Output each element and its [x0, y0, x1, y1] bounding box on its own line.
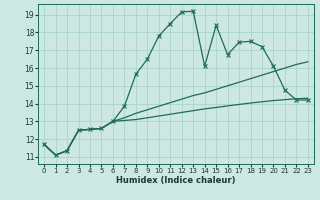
X-axis label: Humidex (Indice chaleur): Humidex (Indice chaleur): [116, 176, 236, 185]
